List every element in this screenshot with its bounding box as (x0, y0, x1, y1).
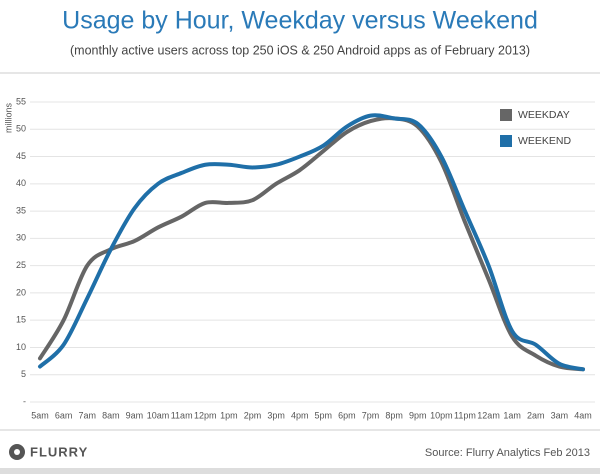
y-tick-label: 35 (16, 205, 26, 215)
x-tick-label: 1am (503, 410, 521, 420)
legend-label: WEEKEND (518, 135, 572, 147)
x-tick-label: 6am (55, 410, 73, 420)
y-tick-label: 50 (16, 124, 26, 134)
x-tick-label: 2am (527, 410, 545, 420)
y-tick-label: 5 (21, 369, 26, 379)
x-tick-label: 1pm (220, 410, 238, 420)
y-tick-label: 20 (16, 287, 26, 297)
legend-label: WEEKDAY (518, 109, 570, 121)
line-series (38, 116, 585, 372)
y-axis-label: millions (3, 103, 13, 134)
x-tick-label: 10am (147, 410, 170, 420)
x-tick-label: 11pm (454, 410, 476, 420)
x-tick-label: 12pm (194, 410, 217, 420)
footer-bar (0, 468, 600, 474)
legend-swatch (500, 135, 512, 147)
logo-icon-hole (14, 449, 20, 455)
x-tick-label: 10pm (430, 410, 453, 420)
chart-subtitle: (monthly active users across top 250 iOS… (70, 43, 530, 57)
legend-swatch (500, 109, 512, 121)
x-tick-label: 6pm (338, 410, 356, 420)
x-tick-label: 5pm (315, 410, 333, 420)
y-tick-label: 45 (16, 151, 26, 161)
x-tick-label: 5am (31, 410, 49, 420)
x-tick-label: 7am (78, 410, 96, 420)
x-tick-label: 3pm (267, 410, 285, 420)
y-tick-label: 55 (16, 96, 26, 106)
x-tick-label: 8pm (385, 410, 403, 420)
chart-title: Usage by Hour, Weekday versus Weekend (62, 7, 538, 35)
y-tick-label: 30 (16, 233, 26, 243)
line-series (38, 113, 585, 372)
x-tick-label: 4am (574, 410, 592, 420)
logo: FLURRY (30, 444, 88, 459)
y-tick-label: 15 (16, 315, 26, 325)
x-tick-label: 8am (102, 410, 120, 420)
y-tick-label: - (23, 396, 26, 406)
y-tick-label: 25 (16, 260, 26, 270)
x-tick-label: 11am (171, 410, 193, 420)
x-tick-label: 12am (477, 410, 500, 420)
y-tick-label: 40 (16, 178, 26, 188)
x-tick-label: 9am (126, 410, 144, 420)
x-tick-label: 7pm (362, 410, 380, 420)
x-tick-label: 3am (551, 410, 569, 420)
source-note: Source: Flurry Analytics Feb 2013 (425, 447, 590, 459)
y-tick-label: 10 (16, 342, 26, 352)
x-tick-label: 9pm (409, 410, 427, 420)
x-tick-label: 4pm (291, 410, 309, 420)
x-tick-label: 2pm (244, 410, 262, 420)
